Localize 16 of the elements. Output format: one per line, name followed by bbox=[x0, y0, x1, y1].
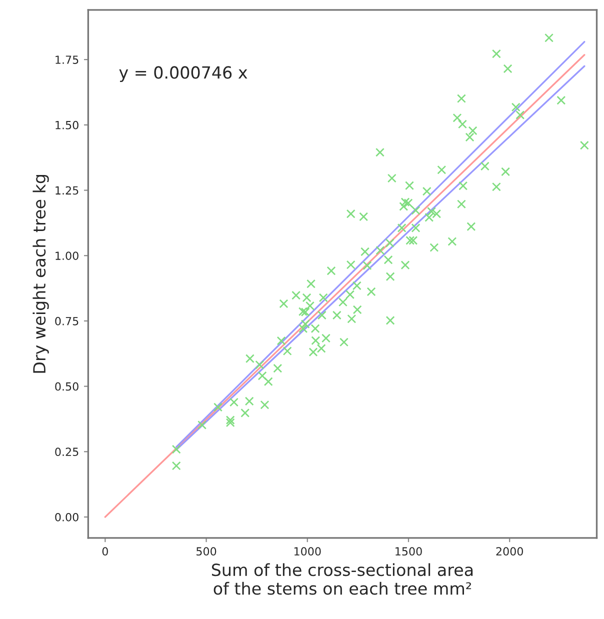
y-tick-label: 1.25 bbox=[56, 186, 78, 195]
y-tick-label: 1.00 bbox=[56, 252, 78, 260]
x-axis-title: Sum of the cross-sectional area of the stems on each tree mm² bbox=[212, 563, 473, 595]
annotation: y = 0.000746 x bbox=[119, 66, 248, 82]
y-tick-label: 0.75 bbox=[55, 316, 78, 326]
x-tick-label: 1000 bbox=[294, 547, 321, 556]
y-axis-title: Dry weight each tree kg bbox=[32, 174, 49, 373]
y-tick-label: 0.00 bbox=[55, 512, 78, 522]
y-tick-label: 0.25 bbox=[55, 448, 78, 456]
x-tick-label: 500 bbox=[196, 547, 216, 556]
x-tick-label: 1500 bbox=[396, 547, 422, 556]
y-tick-label: 1.75 bbox=[56, 56, 78, 64]
x-tick-label: 2000 bbox=[496, 547, 523, 556]
x-tick-label: 0 bbox=[102, 547, 108, 556]
y-tick-label: 0.50 bbox=[55, 382, 78, 391]
y-tick-label: 1.50 bbox=[56, 120, 78, 130]
